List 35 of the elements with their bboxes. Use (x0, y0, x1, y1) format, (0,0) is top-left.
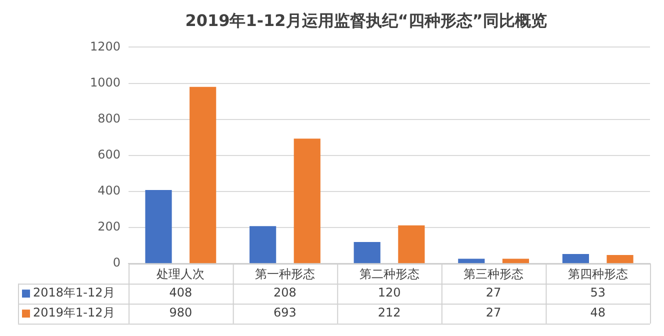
y-tick-label: 800 (98, 111, 121, 126)
bar (294, 138, 320, 264)
y-tick-label: 600 (98, 148, 121, 162)
data-label: 212 (378, 306, 401, 320)
data-label: 53 (590, 286, 606, 300)
bar (562, 254, 589, 264)
data-label: 980 (169, 306, 192, 320)
data-label: 120 (378, 286, 401, 300)
bar (145, 190, 172, 264)
x-tick-label: 第二种形态 (359, 266, 420, 281)
x-tick-label: 第三种形态 (464, 266, 524, 281)
y-tick-label: 1200 (90, 39, 121, 54)
y-tick-label: 200 (98, 220, 121, 234)
data-label: 27 (486, 286, 502, 300)
y-tick-label: 1000 (90, 75, 121, 90)
x-tick-label: 第四种形态 (568, 266, 628, 281)
data-label: 408 (169, 286, 192, 300)
bar (606, 254, 634, 264)
bar (458, 258, 485, 264)
x-tick-label: 处理人次 (156, 266, 205, 281)
bar (190, 86, 216, 264)
data-label: 48 (590, 306, 606, 320)
x-tick-label: 第一种形态 (254, 266, 315, 281)
legend-label: 2018年1-12月 (33, 286, 115, 300)
y-tick-label: 0 (112, 256, 121, 270)
data-label: 27 (486, 306, 502, 320)
data-label: 208 (274, 286, 296, 300)
bar (502, 258, 530, 264)
bar (250, 226, 276, 264)
chart-title: 2019年1-12月运用监督执纪“四种形态”同比概览 (185, 10, 547, 30)
bar (354, 242, 380, 264)
y-tick-label: 400 (98, 184, 121, 198)
bar (398, 225, 425, 264)
legend-label: 2019年1-12月 (33, 306, 115, 320)
data-label: 693 (274, 306, 296, 320)
